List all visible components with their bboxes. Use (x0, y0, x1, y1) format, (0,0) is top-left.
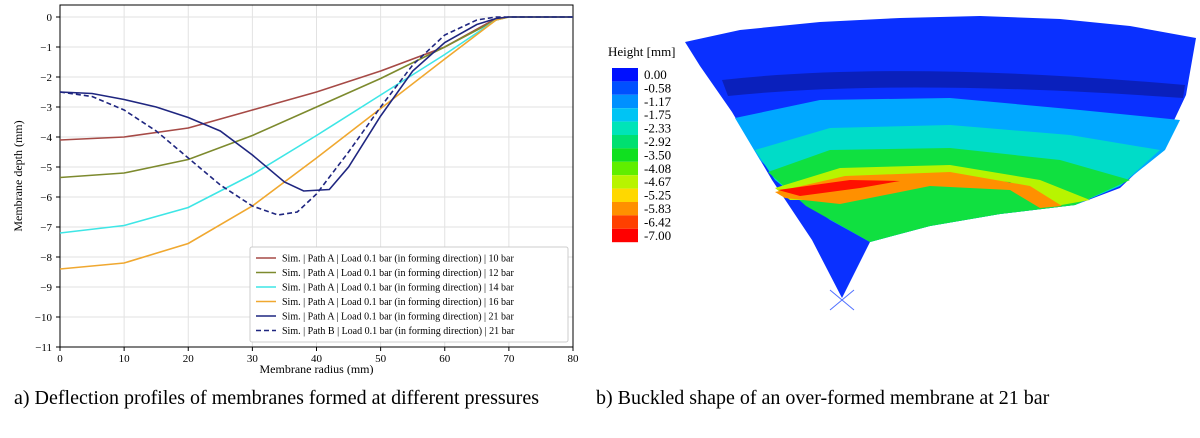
chart: −11−10−9−8−7−6−5−4−3−2−100 10 20 30 40 50 60 70… (11, 4, 580, 375)
colorbar-label: -1.75 (644, 107, 671, 122)
x-tick-label: 40 (311, 353, 323, 365)
colorbar-label: -2.33 (644, 121, 671, 136)
colorbar-label: -6.42 (644, 214, 671, 229)
legend-box (249, 246, 569, 343)
dark-band (722, 71, 1185, 98)
colorbar-label: -1.17 (644, 94, 672, 109)
legend-label: Sim. | Path B | Load 0.1 bar (in forming… (282, 326, 515, 337)
panel-b: Height [mm] 0.00-0.58-1.17-1.75-2.33-2.92… (608, 16, 1196, 311)
colorbar-label: -2.92 (644, 134, 671, 149)
colorbar-swatch (612, 68, 638, 82)
colorbar-swatch (612, 175, 638, 189)
x-tick-label: 20 (183, 353, 195, 365)
legend-label: Sim. | Path A | Load 0.1 bar (in forming… (282, 283, 514, 294)
y-tick-label: −8 (40, 252, 52, 264)
colorbar-swatch (612, 228, 638, 243)
band-6 (778, 180, 900, 196)
x-tick-label: 10 (119, 353, 131, 365)
y-tick-label: −10 (35, 312, 53, 324)
x-axis-label: Membrane radius (mm) (260, 362, 374, 375)
colorbar-swatch (612, 121, 638, 135)
plot-frame (59, 4, 574, 348)
y-tick-label: −3 (40, 102, 52, 114)
colorbar-swatch (612, 108, 638, 122)
colorbar-label: -3.50 (644, 147, 671, 162)
y-tick-label: −1 (40, 42, 52, 54)
y-tick-label: −4 (40, 132, 52, 144)
membrane-shape (685, 16, 1196, 311)
caption-a: a) Deflection profiles of membranes form… (14, 387, 539, 409)
colorbar-label: -4.08 (644, 161, 671, 176)
x-tick-label: 50 (375, 353, 387, 365)
y-tick-label: −6 (40, 192, 52, 204)
y-tick-label: −9 (40, 282, 52, 294)
legend-label: Sim. | Path A | Load 0.1 bar (in forming… (282, 254, 514, 265)
legend-label: Sim. | Path A | Load 0.1 bar (in forming… (282, 268, 514, 279)
x-tick-label: 70 (503, 353, 515, 365)
legend-label: Sim. | Path A | Load 0.1 bar (in forming… (282, 297, 514, 308)
x-tick-label: 80 (568, 353, 580, 365)
series-line (59, 16, 573, 192)
caption-b: b) Buckled shape of an over-formed membr… (596, 387, 1050, 409)
x-tick-label: 60 (439, 353, 451, 365)
series-line (59, 16, 573, 216)
colorbar-swatch (612, 188, 638, 202)
colorbar-label: 0.00 (644, 67, 667, 82)
colorbar-swatch (612, 215, 638, 229)
y-tick-label: −7 (40, 222, 52, 234)
colorbar-title: Height [mm] (608, 44, 676, 59)
colorbar-swatch (612, 148, 638, 162)
colorbar-label: -0.58 (644, 80, 671, 95)
colorbar-swatch (612, 135, 638, 149)
legend-label: Sim. | Path A | Load 0.1 bar (in forming… (282, 312, 514, 323)
colorbar-swatch (612, 94, 638, 109)
colorbar-label: -5.25 (644, 188, 671, 203)
colorbar-label: -4.67 (644, 174, 672, 189)
y-tick-label: 0 (47, 12, 53, 24)
colorbar-label: -5.83 (644, 201, 671, 216)
x-tick-label: 30 (247, 353, 259, 365)
colorbar-label: -7.00 (644, 228, 671, 243)
y-tick-label: −11 (35, 342, 52, 354)
y-axis-label: Membrane depth (mm) (11, 120, 25, 231)
y-tick-label: −5 (40, 162, 52, 174)
x-tick-label: 0 (57, 353, 63, 365)
y-tick-label: −2 (40, 72, 52, 84)
colorbar-swatch (612, 202, 638, 216)
colorbar-swatch (612, 81, 638, 95)
marker (829, 289, 855, 311)
colorbar-swatch (612, 161, 638, 176)
